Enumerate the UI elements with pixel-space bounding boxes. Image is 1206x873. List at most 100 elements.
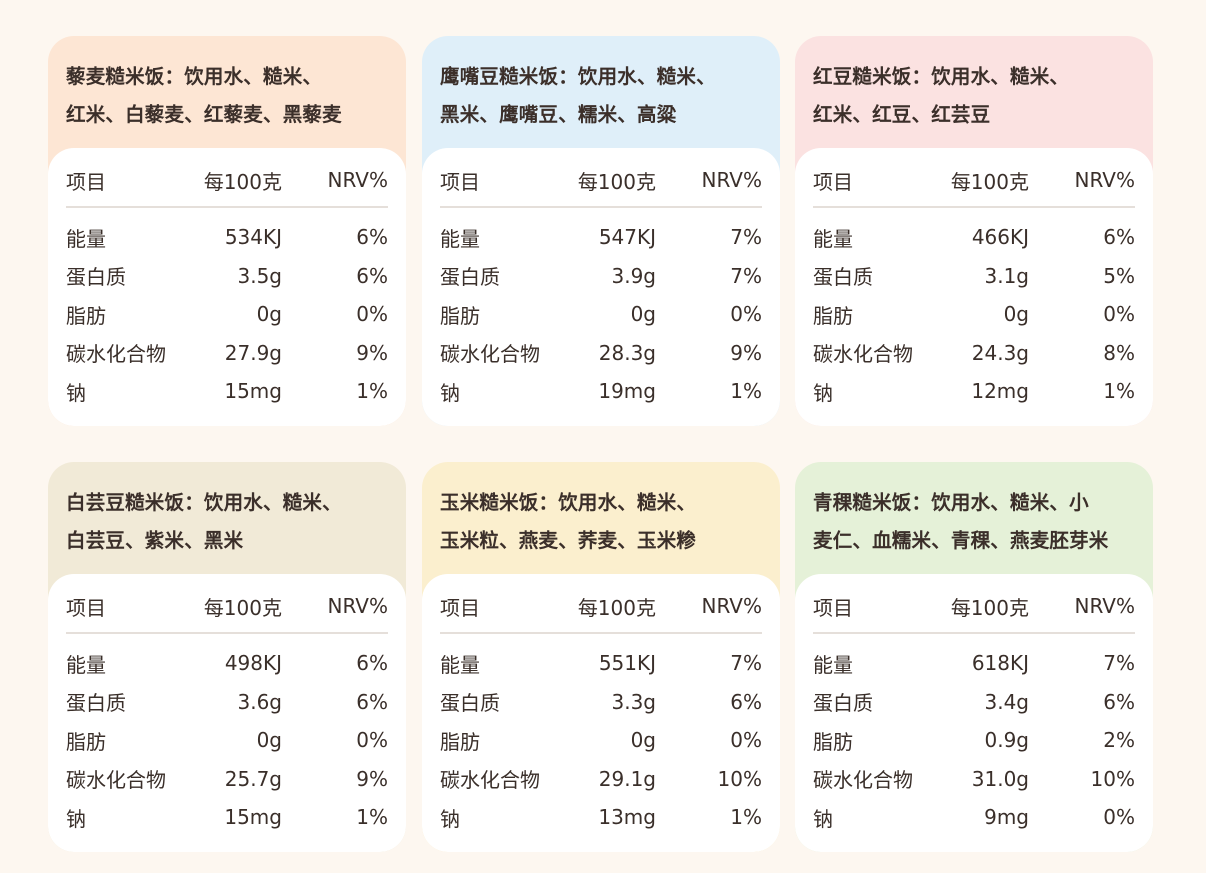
table-row: 脂肪 0.9g 2% — [813, 721, 1135, 760]
ingredients-line: 藜麦糙米饭：饮用水、糙米、 — [66, 65, 323, 88]
table-row: 能量 551KJ 7% — [440, 644, 762, 683]
nutrient-value: 12mg — [971, 379, 1029, 404]
nutrient-nrv: 5% — [1103, 263, 1135, 288]
column-header-item: 项目 — [813, 595, 853, 620]
nutrient-nrv: 1% — [730, 379, 762, 404]
table-body: 能量 547KJ 7% 蛋白质 3.9g 7% 脂肪 0g 0% 碳水化合物 28.3g 9% 钠 19m… — [440, 208, 762, 411]
column-header-nrv: NRV% — [327, 168, 388, 192]
card-ingredients-header: 玉米糙米饭：饮用水、糙米、 玉米粒、燕麦、荞麦、玉米糁 — [422, 462, 780, 612]
table-row: 蛋白质 3.4g 6% — [813, 683, 1135, 722]
nutrient-value: 24.3g — [971, 340, 1029, 365]
table-body: 能量 534KJ 6% 蛋白质 3.5g 6% 脂肪 0g 0% 碳水化合物 27.9g 9% 钠 15m… — [66, 208, 388, 411]
nutrient-name: 脂肪 — [813, 303, 853, 328]
nutrient-value: 9mg — [984, 805, 1029, 830]
nutrient-name: 碳水化合物 — [440, 342, 540, 367]
table-row: 钠 13mg 1% — [440, 798, 762, 837]
nutrient-value: 466KJ — [971, 225, 1029, 250]
column-header-item: 项目 — [440, 169, 480, 194]
table-row: 能量 498KJ 6% — [66, 644, 388, 683]
table-body: 能量 618KJ 7% 蛋白质 3.4g 6% 脂肪 0.9g 2% 碳水化合物 31.0g 10% 钠… — [813, 634, 1135, 837]
nutrient-name: 碳水化合物 — [813, 768, 913, 793]
nutrient-value: 551KJ — [598, 651, 656, 676]
nutrient-nrv: 10% — [717, 766, 762, 791]
table-row: 碳水化合物 25.7g 9% — [66, 760, 388, 799]
nutrient-nrv: 6% — [356, 651, 388, 676]
nutrition-card-red-bean: 红豆糙米饭：饮用水、糙米、 红米、红豆、红芸豆 项目 每100克 NRV% 能量 466KJ… — [795, 36, 1153, 426]
ingredients-line: 青稞糙米饭：饮用水、糙米、小 — [813, 491, 1089, 514]
nutrition-table: 项目 每100克 NRV% 能量 618KJ 7% 蛋白质 3.4g 6% 脂肪 0.9g 2% 碳水化… — [795, 574, 1153, 852]
table-body: 能量 551KJ 7% 蛋白质 3.3g 6% 脂肪 0g 0% 碳水化合物 29.1g 10% 钠 13… — [440, 634, 762, 837]
column-header-nrv: NRV% — [701, 594, 762, 618]
nutrient-nrv: 6% — [730, 689, 762, 714]
table-row: 脂肪 0g 0% — [440, 721, 762, 760]
nutrient-name: 脂肪 — [66, 303, 106, 328]
nutrition-card-corn: 玉米糙米饭：饮用水、糙米、 玉米粒、燕麦、荞麦、玉米糁 项目 每100克 NRV% 能量 5… — [422, 462, 780, 852]
table-row: 能量 618KJ 7% — [813, 644, 1135, 683]
column-header-nrv: NRV% — [327, 594, 388, 618]
nutrient-value: 498KJ — [224, 651, 282, 676]
ingredients-line: 玉米糙米饭：饮用水、糙米、 — [440, 491, 697, 514]
nutrient-nrv: 6% — [356, 689, 388, 714]
nutrient-nrv: 1% — [356, 379, 388, 404]
nutrient-value: 28.3g — [598, 340, 656, 365]
nutrient-nrv: 7% — [1103, 651, 1135, 676]
table-row: 蛋白质 3.3g 6% — [440, 683, 762, 722]
table-row: 脂肪 0g 0% — [66, 721, 388, 760]
table-row: 碳水化合物 24.3g 8% — [813, 334, 1135, 373]
column-header-item: 项目 — [66, 595, 106, 620]
ingredients-line: 玉米粒、燕麦、荞麦、玉米糁 — [440, 529, 697, 552]
nutrient-value: 27.9g — [224, 340, 282, 365]
table-body: 能量 466KJ 6% 蛋白质 3.1g 5% 脂肪 0g 0% 碳水化合物 24.3g 8% 钠 12m… — [813, 208, 1135, 411]
nutrient-nrv: 1% — [356, 805, 388, 830]
nutrient-nrv: 7% — [730, 263, 762, 288]
nutrient-value: 547KJ — [598, 225, 656, 250]
nutrient-name: 钠 — [440, 380, 460, 405]
nutrient-value: 3.3g — [611, 689, 656, 714]
nutrient-value: 618KJ — [971, 651, 1029, 676]
table-row: 碳水化合物 31.0g 10% — [813, 760, 1135, 799]
table-row: 脂肪 0g 0% — [66, 295, 388, 334]
column-header-per100: 每100克 — [577, 595, 656, 620]
nutrient-name: 能量 — [66, 652, 106, 677]
nutrient-name: 能量 — [440, 226, 480, 251]
nutrient-name: 蛋白质 — [440, 691, 500, 716]
column-header-nrv: NRV% — [1074, 594, 1135, 618]
nutrient-name: 蛋白质 — [66, 265, 126, 290]
table-row: 脂肪 0g 0% — [440, 295, 762, 334]
nutrient-value: 3.1g — [984, 263, 1029, 288]
nutrient-value: 3.6g — [237, 689, 282, 714]
ingredients-line: 白芸豆、紫米、黑米 — [66, 529, 244, 552]
nutrient-value: 13mg — [598, 805, 656, 830]
column-header-nrv: NRV% — [1074, 168, 1135, 192]
ingredients-line: 黑米、鹰嘴豆、糯米、高粱 — [440, 103, 677, 126]
nutrient-nrv: 7% — [730, 225, 762, 250]
nutrient-name: 脂肪 — [440, 729, 480, 754]
nutrition-card-quinoa: 藜麦糙米饭：饮用水、糙米、 红米、白藜麦、红藜麦、黑藜麦 项目 每100克 NRV% 能量… — [48, 36, 406, 426]
nutrient-nrv: 6% — [356, 263, 388, 288]
nutrient-name: 钠 — [440, 806, 460, 831]
nutrient-name: 钠 — [66, 380, 86, 405]
table-header-row: 项目 每100克 NRV% — [66, 148, 388, 208]
ingredients-line: 麦仁、血糯米、青稞、燕麦胚芽米 — [813, 529, 1109, 552]
table-row: 钠 19mg 1% — [440, 372, 762, 411]
nutrient-nrv: 10% — [1090, 766, 1135, 791]
table-row: 碳水化合物 27.9g 9% — [66, 334, 388, 373]
nutrient-value: 3.9g — [611, 263, 656, 288]
nutrient-value: 3.5g — [237, 263, 282, 288]
table-header-row: 项目 每100克 NRV% — [813, 148, 1135, 208]
table-header-row: 项目 每100克 NRV% — [813, 574, 1135, 634]
table-row: 蛋白质 3.5g 6% — [66, 257, 388, 296]
table-row: 能量 547KJ 7% — [440, 218, 762, 257]
nutrient-nrv: 2% — [1103, 728, 1135, 753]
table-header-row: 项目 每100克 NRV% — [440, 148, 762, 208]
nutrient-name: 能量 — [66, 226, 106, 251]
nutrient-nrv: 9% — [356, 766, 388, 791]
table-row: 脂肪 0g 0% — [813, 295, 1135, 334]
nutrient-name: 碳水化合物 — [813, 342, 913, 367]
nutrient-nrv: 9% — [730, 340, 762, 365]
table-row: 蛋白质 3.6g 6% — [66, 683, 388, 722]
card-ingredients-header: 藜麦糙米饭：饮用水、糙米、 红米、白藜麦、红藜麦、黑藜麦 — [48, 36, 406, 186]
nutrient-name: 能量 — [813, 226, 853, 251]
nutrition-card-chickpea: 鹰嘴豆糙米饭：饮用水、糙米、 黑米、鹰嘴豆、糯米、高粱 项目 每100克 NRV% 能量 5… — [422, 36, 780, 426]
ingredients-line: 红米、白藜麦、红藜麦、黑藜麦 — [66, 103, 342, 126]
